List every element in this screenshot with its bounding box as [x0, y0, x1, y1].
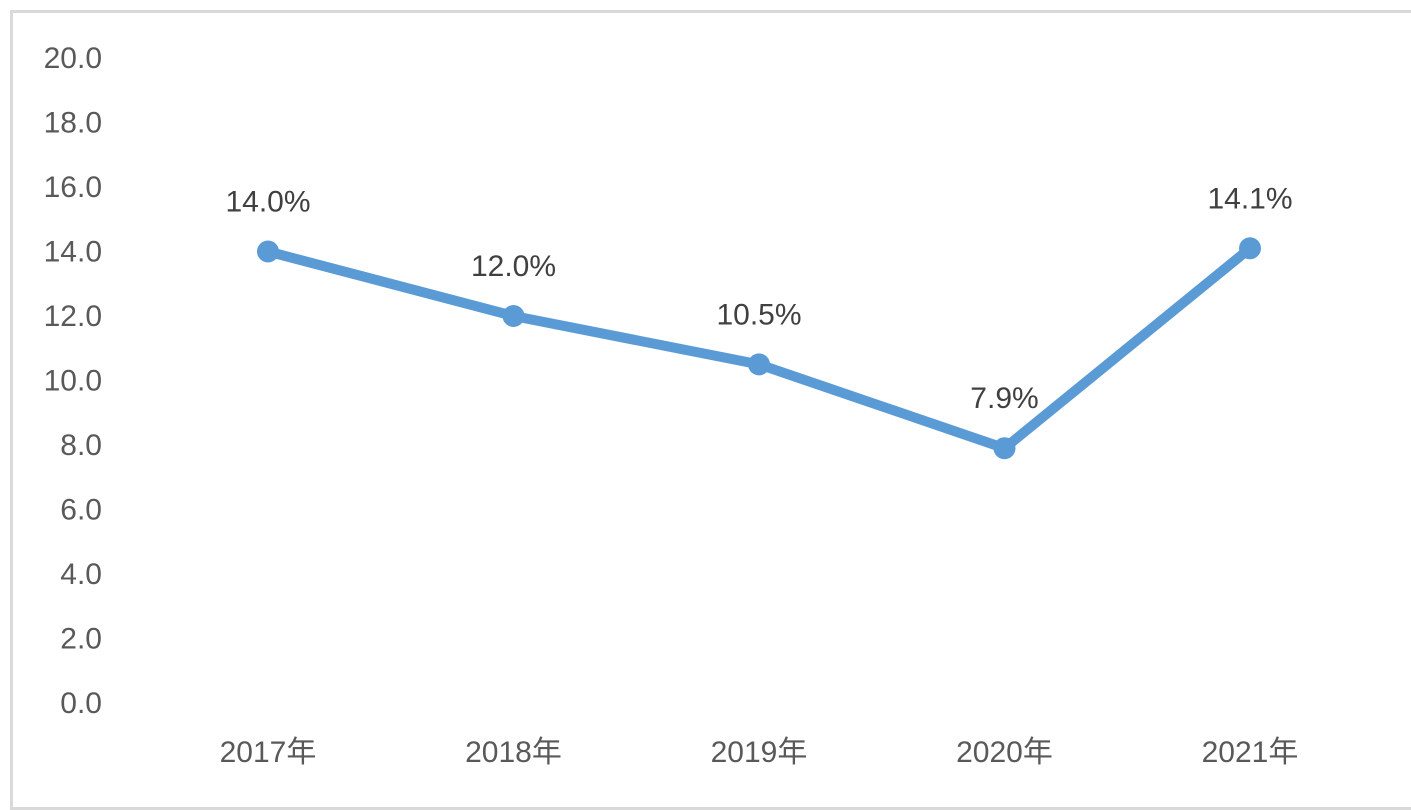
data-labels: 14.0% 12.0% 10.5% 7.9% 14.1%: [225, 182, 1292, 415]
data-label: 12.0%: [471, 250, 556, 283]
data-point: [502, 305, 525, 327]
x-axis-tick-labels: 2017年 2018年 2019年 2020年 2021年: [220, 736, 1299, 769]
data-label: 10.5%: [716, 298, 801, 331]
data-point: [748, 353, 770, 376]
x-tick-label: 2020年: [956, 736, 1053, 769]
x-tick-label: 2017年: [220, 736, 317, 769]
y-tick-label: 4.0: [60, 558, 102, 591]
y-tick-label: 8.0: [60, 429, 102, 462]
y-tick-label: 12.0: [44, 300, 102, 333]
y-tick-label: 18.0: [44, 107, 102, 140]
y-tick-label: 10.0: [44, 365, 102, 398]
y-tick-label: 16.0: [44, 171, 102, 204]
y-tick-label: 2.0: [60, 623, 102, 656]
x-tick-label: 2019年: [711, 736, 808, 769]
x-tick-label: 2021年: [1202, 736, 1299, 769]
y-tick-label: 14.0: [44, 236, 102, 269]
data-point: [1239, 237, 1261, 260]
chart-frame: [10, 10, 1411, 810]
y-axis-tick-labels: 0.0 2.0 4.0 6.0 8.0 10.0 12.0 14.0 16.0 18.0 20.0: [44, 42, 102, 720]
series-line: [263, 243, 1255, 454]
y-tick-label: 6.0: [60, 494, 102, 527]
x-tick-label: 2018年: [465, 736, 562, 769]
y-tick-label: 20.0: [44, 42, 102, 75]
data-points: [257, 237, 1261, 460]
data-point: [257, 240, 279, 263]
data-label: 7.9%: [970, 382, 1038, 415]
data-point: [993, 437, 1016, 460]
data-label: 14.0%: [225, 186, 310, 219]
data-label: 14.1%: [1207, 182, 1292, 215]
y-tick-label: 0.0: [60, 687, 102, 720]
